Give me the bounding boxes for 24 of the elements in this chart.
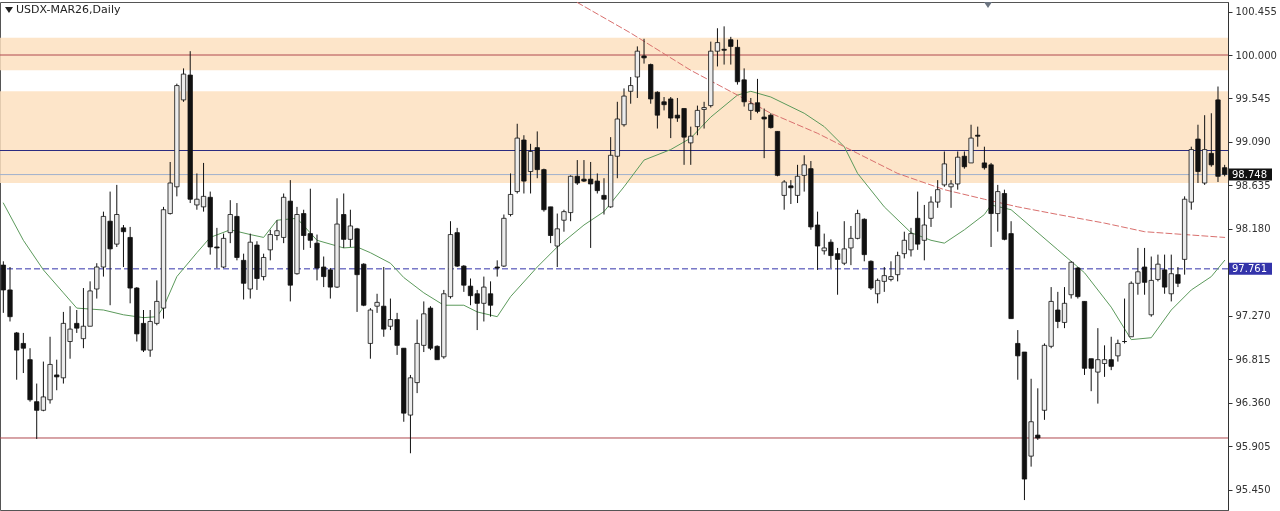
line-series — [576, 1, 1226, 238]
y-tick-label: 100.000 — [1235, 49, 1277, 61]
y-tick-label: 99.545 — [1235, 92, 1271, 104]
ref-line-label: 97.761 — [1232, 262, 1267, 274]
line-series — [2, 90, 1226, 341]
y-tick-label: 98.180 — [1235, 223, 1271, 235]
y-tick-label: 100.455 — [1235, 6, 1277, 18]
candlestick — [701, 101, 707, 130]
y-tick-label: 99.090 — [1235, 136, 1271, 148]
y-tick-label: 96.815 — [1235, 353, 1271, 365]
candlestick — [728, 36, 734, 66]
y-tick-label: 95.905 — [1235, 440, 1271, 452]
chart-title: USDX-MAR26,Daily — [16, 3, 121, 17]
y-tick-label: 97.270 — [1235, 310, 1271, 322]
candlestick — [507, 172, 514, 217]
candlestick — [975, 126, 981, 148]
y-tick-label: 98.635 — [1235, 179, 1271, 191]
candlestick — [694, 105, 701, 136]
candlestick — [1115, 339, 1121, 363]
candlestick — [895, 251, 901, 282]
ref-line-label: 98.748 — [1232, 168, 1267, 180]
y-tick-label: 96.360 — [1235, 397, 1271, 409]
candlestick — [628, 76, 634, 105]
y-tick-label: 95.450 — [1235, 484, 1271, 496]
